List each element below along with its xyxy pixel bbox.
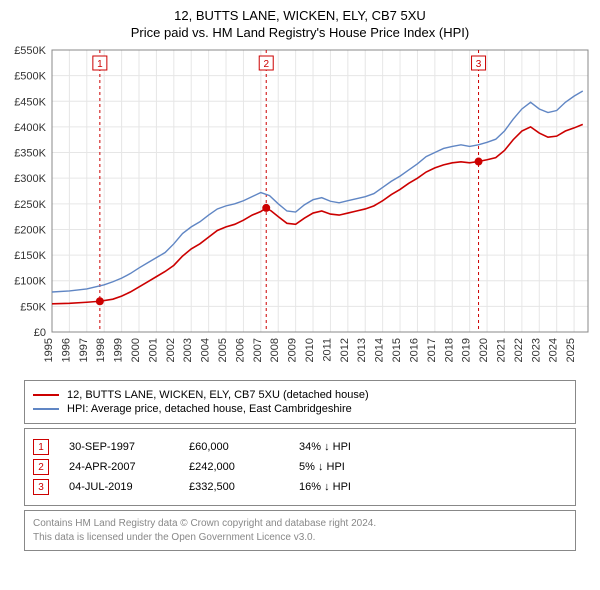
svg-text:2016: 2016 <box>408 338 420 362</box>
tx-diff: 16% ↓ HPI <box>299 481 567 493</box>
attribution-line: Contains HM Land Registry data © Crown c… <box>33 517 567 531</box>
svg-text:2018: 2018 <box>443 338 455 362</box>
svg-text:2008: 2008 <box>269 338 281 362</box>
svg-text:2014: 2014 <box>374 338 386 362</box>
legend-swatch-property <box>33 394 59 396</box>
tx-date: 04-JUL-2019 <box>69 481 189 493</box>
svg-text:2024: 2024 <box>548 338 560 362</box>
svg-text:£200K: £200K <box>14 224 46 236</box>
svg-text:2000: 2000 <box>130 338 142 362</box>
svg-text:£500K: £500K <box>14 71 46 83</box>
tx-marker-1: 1 <box>33 439 49 455</box>
svg-text:£250K: £250K <box>14 199 46 211</box>
chart-titles: 12, BUTTS LANE, WICKEN, ELY, CB7 5XU Pri… <box>0 0 600 44</box>
svg-text:1997: 1997 <box>78 338 90 362</box>
svg-text:1: 1 <box>97 59 103 70</box>
svg-text:2003: 2003 <box>182 338 194 362</box>
svg-text:1995: 1995 <box>43 338 55 362</box>
tx-date: 24-APR-2007 <box>69 461 189 473</box>
tx-marker-2: 2 <box>33 459 49 475</box>
tx-price: £242,000 <box>189 461 299 473</box>
svg-text:£350K: £350K <box>14 148 46 160</box>
svg-text:2019: 2019 <box>461 338 473 362</box>
svg-text:2023: 2023 <box>530 338 542 362</box>
table-row: 3 04-JUL-2019 £332,500 16% ↓ HPI <box>33 479 567 495</box>
svg-text:£400K: £400K <box>14 122 46 134</box>
svg-text:2025: 2025 <box>565 338 577 362</box>
svg-text:3: 3 <box>476 59 482 70</box>
title-subtitle: Price paid vs. HM Land Registry's House … <box>10 25 590 40</box>
svg-text:2015: 2015 <box>391 338 403 362</box>
title-address: 12, BUTTS LANE, WICKEN, ELY, CB7 5XU <box>10 8 590 23</box>
svg-text:£50K: £50K <box>20 301 46 313</box>
price-chart-svg: £0 £50K £100K £150K £200K £250K £300K £350K £400… <box>0 44 600 374</box>
svg-text:1996: 1996 <box>60 338 72 362</box>
svg-text:2005: 2005 <box>217 338 229 362</box>
svg-text:1999: 1999 <box>113 338 125 362</box>
svg-text:2009: 2009 <box>287 338 299 362</box>
svg-text:£450K: £450K <box>14 96 46 108</box>
tx-date: 30-SEP-1997 <box>69 441 189 453</box>
svg-text:£300K: £300K <box>14 173 46 185</box>
svg-text:2001: 2001 <box>147 338 159 362</box>
svg-text:2020: 2020 <box>478 338 490 362</box>
transactions-table: 1 30-SEP-1997 £60,000 34% ↓ HPI 2 24-APR… <box>24 428 576 506</box>
attribution-line: This data is licensed under the Open Gov… <box>33 531 567 545</box>
svg-text:2: 2 <box>263 59 269 70</box>
svg-text:£550K: £550K <box>14 45 46 57</box>
svg-text:2022: 2022 <box>513 338 525 362</box>
svg-text:2006: 2006 <box>234 338 246 362</box>
svg-text:2011: 2011 <box>321 338 333 362</box>
legend-label: 12, BUTTS LANE, WICKEN, ELY, CB7 5XU (de… <box>67 389 369 401</box>
svg-text:2004: 2004 <box>200 338 212 362</box>
svg-text:2010: 2010 <box>304 338 316 362</box>
svg-text:2013: 2013 <box>356 338 368 362</box>
svg-text:2012: 2012 <box>339 338 351 362</box>
svg-text:2007: 2007 <box>252 338 264 362</box>
tx-diff: 34% ↓ HPI <box>299 441 567 453</box>
tx-price: £332,500 <box>189 481 299 493</box>
tx-marker-3: 3 <box>33 479 49 495</box>
tx-price: £60,000 <box>189 441 299 453</box>
svg-text:2021: 2021 <box>495 338 507 362</box>
svg-text:£0: £0 <box>34 327 46 339</box>
table-row: 1 30-SEP-1997 £60,000 34% ↓ HPI <box>33 439 567 455</box>
chart-area: £0 £50K £100K £150K £200K £250K £300K £350K £400… <box>0 44 600 374</box>
attribution: Contains HM Land Registry data © Crown c… <box>24 510 576 551</box>
legend-row: HPI: Average price, detached house, East… <box>33 403 567 415</box>
svg-text:£100K: £100K <box>14 276 46 288</box>
legend-label: HPI: Average price, detached house, East… <box>67 403 352 415</box>
table-row: 2 24-APR-2007 £242,000 5% ↓ HPI <box>33 459 567 475</box>
svg-text:2002: 2002 <box>165 338 177 362</box>
tx-diff: 5% ↓ HPI <box>299 461 567 473</box>
svg-text:£150K: £150K <box>14 250 46 262</box>
legend-row: 12, BUTTS LANE, WICKEN, ELY, CB7 5XU (de… <box>33 389 567 401</box>
svg-text:2017: 2017 <box>426 338 438 362</box>
legend-swatch-hpi <box>33 408 59 410</box>
svg-text:1998: 1998 <box>95 338 107 362</box>
legend: 12, BUTTS LANE, WICKEN, ELY, CB7 5XU (de… <box>24 380 576 424</box>
